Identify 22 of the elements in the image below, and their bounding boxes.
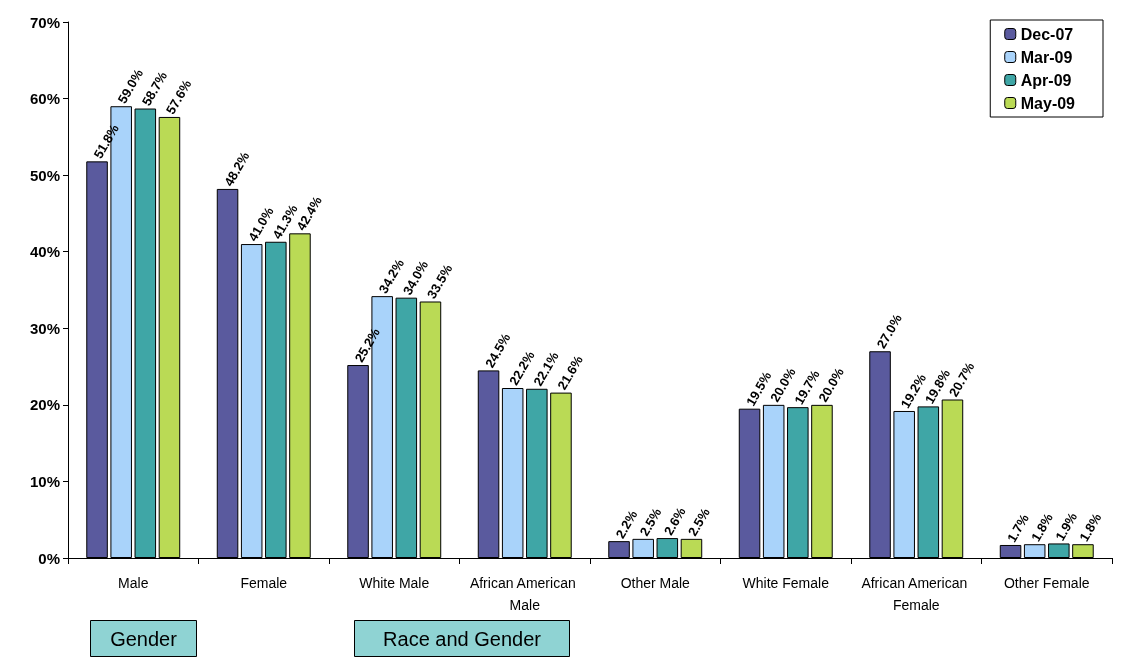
x-tick-label: African American Male bbox=[469, 575, 580, 613]
x-tick-label: Male bbox=[118, 575, 149, 591]
text: Race and Gender bbox=[383, 627, 542, 650]
y-tick-label: 60% bbox=[29, 90, 60, 108]
y-tick-label: 30% bbox=[29, 319, 60, 337]
x-tick-label: Other Female bbox=[1003, 575, 1090, 591]
y-tick-label: 20% bbox=[29, 396, 60, 414]
x-tick-label: White Male bbox=[359, 575, 430, 591]
legend-label: May-09 bbox=[1020, 94, 1076, 112]
y-tick-label: 40% bbox=[29, 243, 60, 261]
x-tick-label: African American Female bbox=[861, 575, 972, 613]
y-tick-label: 50% bbox=[29, 166, 60, 184]
legend-label: Dec-07 bbox=[1020, 25, 1074, 43]
y-tick-label: 0% bbox=[38, 549, 60, 567]
y-tick-label: 10% bbox=[29, 472, 60, 490]
text: Gender bbox=[110, 627, 178, 650]
legend-label: Apr-09 bbox=[1020, 71, 1072, 89]
x-tick-label: White Female bbox=[742, 575, 830, 591]
x-tick-label: Female bbox=[240, 575, 288, 591]
y-tick-label: 70% bbox=[29, 13, 60, 31]
legend-label: Mar-09 bbox=[1020, 48, 1073, 66]
x-tick-label: Other Male bbox=[620, 575, 691, 591]
